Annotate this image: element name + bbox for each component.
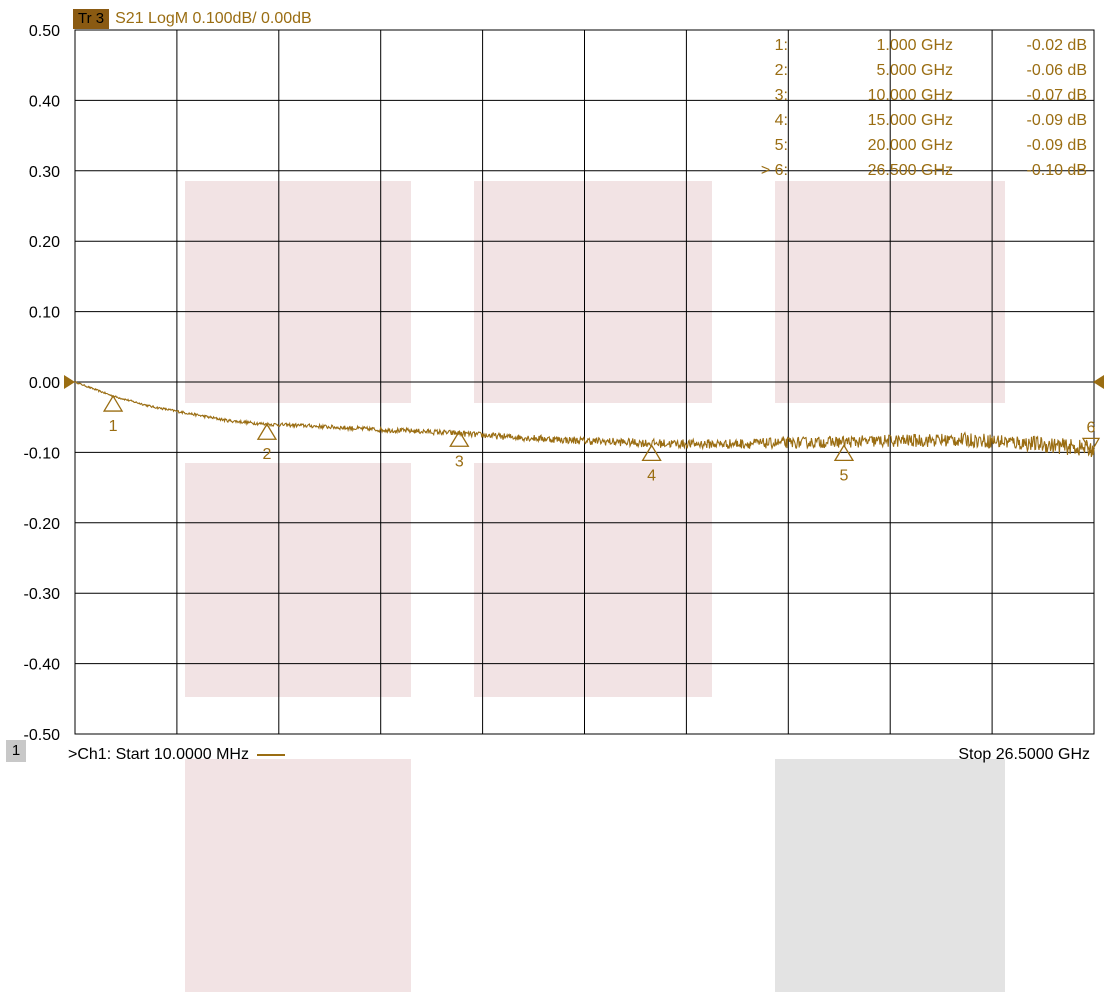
marker-number: 2 <box>262 446 271 463</box>
marker-triangle <box>449 430 470 447</box>
marker-triangle <box>833 444 855 462</box>
stop-frequency-label: Stop 26.5000 GHz <box>958 746 1090 763</box>
marker-table-value: -0.10 dB <box>1027 162 1087 179</box>
reference-arrow-left <box>64 375 75 389</box>
trace-header: Tr 3 S21 LogM 0.100dB/ 0.00dB <box>73 8 312 29</box>
y-tick-label: -0.20 <box>24 516 61 533</box>
background-shade-gray <box>775 759 1005 992</box>
marker-table-value: -0.09 dB <box>1027 137 1087 154</box>
marker-table-index: > 6: <box>761 162 788 179</box>
channel-number-badge[interactable]: 1 <box>6 740 26 762</box>
marker-number: 6 <box>1087 419 1096 436</box>
background-shade-pink <box>185 463 411 697</box>
marker-number: 3 <box>455 453 464 470</box>
y-tick-label: 0.40 <box>29 93 60 110</box>
marker-table: 1: 1.000 GHz -0.02 dB 2: 5.000 GHz -0.06 dB 3:… <box>761 37 1087 179</box>
y-tick-label: 0.50 <box>29 23 60 40</box>
y-tick-label: 0.00 <box>29 375 60 392</box>
marker-table-frequency: 1.000 GHz <box>877 37 953 54</box>
background-shade-pink <box>185 181 411 403</box>
marker-table-frequency: 26.500 GHz <box>868 162 953 179</box>
marker-table-index: 5: <box>775 137 788 154</box>
marker-table-frequency: 15.000 GHz <box>868 112 953 129</box>
marker-table-value: -0.07 dB <box>1027 87 1087 104</box>
marker-table-value: -0.06 dB <box>1027 62 1087 79</box>
marker-triangle-active <box>1081 437 1101 454</box>
marker-table-index: 1: <box>775 37 788 54</box>
marker-table-value: -0.09 dB <box>1027 112 1087 129</box>
y-tick-label: -0.50 <box>24 727 61 744</box>
reference-arrows <box>64 375 1104 389</box>
marker-number: 1 <box>109 418 118 435</box>
background-shade-pink <box>185 759 411 992</box>
y-axis-tick-labels: 0.50 0.40 0.30 0.20 0.10 0.00 -0.10 -0.20 -0.30 -… <box>24 23 61 744</box>
marker-table-index: 4: <box>775 112 788 129</box>
y-tick-label: -0.10 <box>24 445 61 462</box>
marker-table-frequency: 10.000 GHz <box>868 87 953 104</box>
start-frequency-text: >Ch1: Start 10.0000 MHz <box>68 746 249 763</box>
start-frequency-label: >Ch1: Start 10.0000 MHz <box>68 746 285 764</box>
marker-table-index: 2: <box>775 62 788 79</box>
marker-triangle <box>641 444 662 462</box>
trace-layer <box>74 381 1095 458</box>
marker-triangle <box>102 394 124 412</box>
marker-triangle <box>256 422 278 440</box>
reference-arrow-right <box>1093 375 1104 389</box>
y-tick-label: -0.40 <box>24 657 61 674</box>
marker-table-value: -0.02 dB <box>1027 37 1087 54</box>
marker-number: 5 <box>840 467 849 484</box>
marker-table-frequency: 20.000 GHz <box>868 137 953 154</box>
y-tick-label: -0.30 <box>24 586 61 603</box>
background-shade-pink <box>474 181 712 403</box>
marker-table-frequency: 5.000 GHz <box>877 62 953 79</box>
trace-legend-line <box>256 754 285 756</box>
y-tick-label: 0.30 <box>29 164 60 181</box>
trace-badge[interactable]: Tr 3 <box>73 8 110 29</box>
marker-table-index: 3: <box>775 87 788 104</box>
y-tick-label: 0.20 <box>29 234 60 251</box>
trace-s21 <box>74 381 1095 458</box>
markers-layer: 1 2 3 4 5 6 <box>102 394 1101 484</box>
marker-number: 4 <box>647 467 656 484</box>
y-tick-label: 0.10 <box>29 305 60 322</box>
trace-info: S21 LogM 0.100dB/ 0.00dB <box>115 9 312 27</box>
chart-grid <box>74 29 1095 735</box>
background-shade-pink <box>474 463 712 697</box>
